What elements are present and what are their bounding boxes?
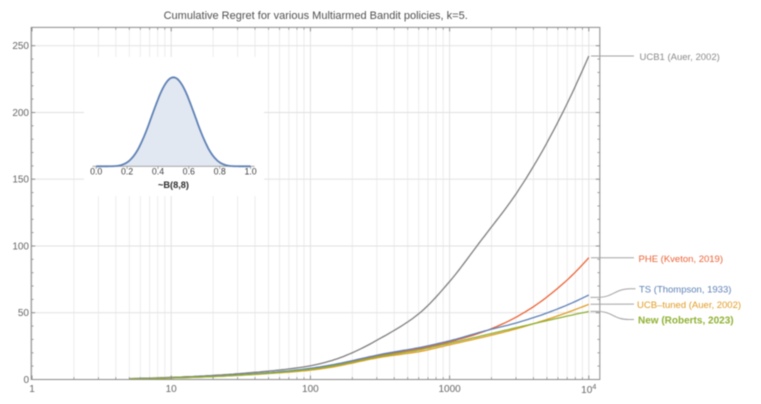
svg-text:~B(8,8): ~B(8,8) bbox=[158, 180, 189, 190]
svg-text:UCB1 (Auer, 2002): UCB1 (Auer, 2002) bbox=[640, 52, 720, 63]
svg-text:UCB–tuned (Auer, 2002): UCB–tuned (Auer, 2002) bbox=[637, 300, 741, 311]
svg-text:100: 100 bbox=[12, 242, 29, 253]
svg-text:150: 150 bbox=[12, 175, 29, 186]
svg-text:1000: 1000 bbox=[438, 384, 461, 395]
svg-text:TS (Thompson, 1933): TS (Thompson, 1933) bbox=[639, 284, 731, 295]
svg-text:1: 1 bbox=[29, 384, 35, 395]
svg-text:0.2: 0.2 bbox=[121, 167, 133, 177]
svg-text:PHE (Kveton, 2019): PHE (Kveton, 2019) bbox=[639, 254, 724, 265]
svg-text:Cumulative Regret for various: Cumulative Regret for various Multiarmed… bbox=[164, 10, 468, 22]
svg-text:50: 50 bbox=[18, 308, 30, 319]
svg-text:1.0: 1.0 bbox=[244, 167, 256, 177]
svg-text:0.8: 0.8 bbox=[214, 167, 226, 177]
svg-text:0.6: 0.6 bbox=[183, 167, 195, 177]
svg-text:0.0: 0.0 bbox=[90, 167, 102, 177]
svg-text:100: 100 bbox=[302, 384, 319, 395]
svg-text:250: 250 bbox=[12, 41, 29, 52]
svg-text:200: 200 bbox=[12, 108, 29, 119]
svg-text:10: 10 bbox=[166, 384, 178, 395]
svg-text:New (Roberts, 2023): New (Roberts, 2023) bbox=[638, 316, 734, 327]
svg-text:0: 0 bbox=[23, 375, 29, 386]
svg-text:0.4: 0.4 bbox=[152, 167, 164, 177]
